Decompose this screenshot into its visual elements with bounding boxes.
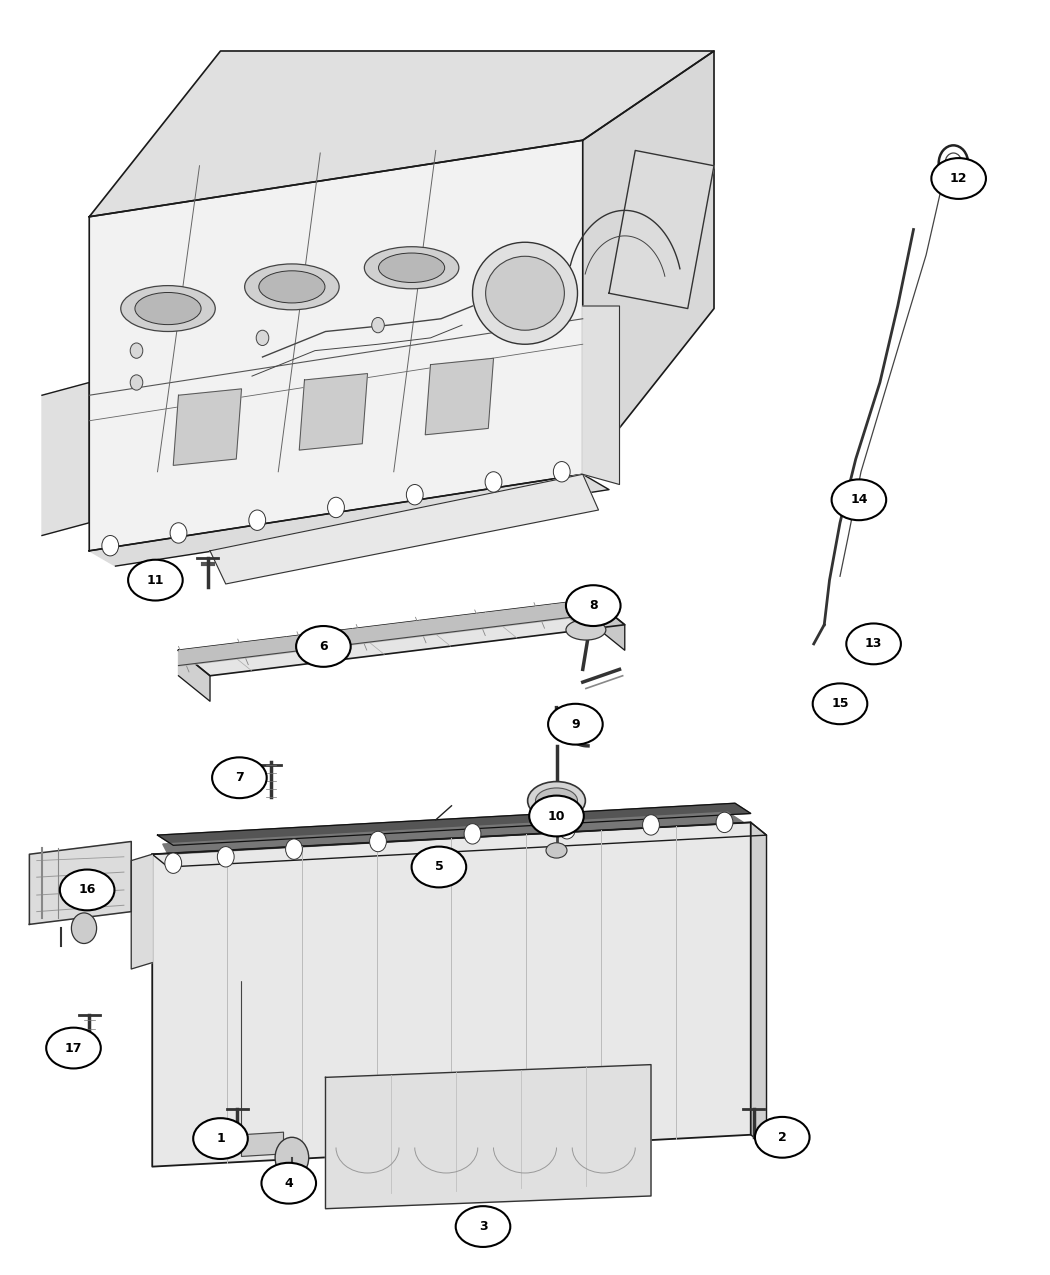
Ellipse shape <box>121 286 215 332</box>
Circle shape <box>716 812 733 833</box>
Ellipse shape <box>456 1206 510 1247</box>
Polygon shape <box>89 51 714 217</box>
Text: 10: 10 <box>548 810 565 822</box>
Polygon shape <box>173 389 242 465</box>
Polygon shape <box>178 599 625 676</box>
Polygon shape <box>210 474 598 584</box>
Circle shape <box>485 472 502 492</box>
Polygon shape <box>583 306 619 484</box>
Polygon shape <box>152 822 751 1167</box>
Circle shape <box>71 913 97 944</box>
Ellipse shape <box>296 626 351 667</box>
Ellipse shape <box>529 796 584 836</box>
Circle shape <box>370 831 386 852</box>
Polygon shape <box>89 474 609 566</box>
Ellipse shape <box>832 479 886 520</box>
Text: 6: 6 <box>319 640 328 653</box>
Text: 9: 9 <box>571 718 580 731</box>
Circle shape <box>372 317 384 333</box>
Text: 13: 13 <box>865 638 882 650</box>
Ellipse shape <box>546 843 567 858</box>
Ellipse shape <box>813 683 867 724</box>
Text: 14: 14 <box>850 493 867 506</box>
Polygon shape <box>609 150 714 309</box>
Polygon shape <box>29 842 131 924</box>
Circle shape <box>130 343 143 358</box>
Text: 8: 8 <box>589 599 597 612</box>
Circle shape <box>464 824 481 844</box>
Ellipse shape <box>259 270 326 303</box>
Polygon shape <box>42 382 89 536</box>
Text: 11: 11 <box>147 574 164 586</box>
Text: 4: 4 <box>285 1177 293 1190</box>
Ellipse shape <box>245 264 339 310</box>
Circle shape <box>130 375 143 390</box>
Polygon shape <box>425 358 493 435</box>
Polygon shape <box>299 374 368 450</box>
Polygon shape <box>242 1132 284 1156</box>
Circle shape <box>406 484 423 505</box>
Text: 15: 15 <box>832 697 848 710</box>
Circle shape <box>643 815 659 835</box>
Ellipse shape <box>364 247 459 289</box>
Text: 5: 5 <box>435 861 443 873</box>
Ellipse shape <box>755 1117 810 1158</box>
Ellipse shape <box>261 1163 316 1204</box>
Polygon shape <box>178 650 210 701</box>
Text: 2: 2 <box>778 1131 786 1144</box>
Ellipse shape <box>931 158 986 199</box>
Text: 1: 1 <box>216 1132 225 1145</box>
Circle shape <box>170 523 187 543</box>
Polygon shape <box>158 803 751 845</box>
Circle shape <box>217 847 234 867</box>
Text: 12: 12 <box>950 172 967 185</box>
Ellipse shape <box>134 292 202 325</box>
Circle shape <box>275 1137 309 1178</box>
Polygon shape <box>131 854 152 969</box>
Circle shape <box>256 330 269 346</box>
Text: 7: 7 <box>235 771 244 784</box>
Circle shape <box>553 462 570 482</box>
Ellipse shape <box>212 757 267 798</box>
Circle shape <box>249 510 266 530</box>
Circle shape <box>165 853 182 873</box>
Polygon shape <box>163 812 743 854</box>
Circle shape <box>286 839 302 859</box>
Ellipse shape <box>846 623 901 664</box>
Ellipse shape <box>193 1118 248 1159</box>
Text: 17: 17 <box>65 1042 82 1054</box>
Circle shape <box>328 497 344 518</box>
Circle shape <box>842 484 855 500</box>
Circle shape <box>102 536 119 556</box>
Ellipse shape <box>46 1028 101 1068</box>
Polygon shape <box>152 822 766 867</box>
Ellipse shape <box>412 847 466 887</box>
Text: 16: 16 <box>79 884 96 896</box>
Ellipse shape <box>566 620 606 640</box>
Polygon shape <box>593 599 625 650</box>
Polygon shape <box>751 822 766 1148</box>
Ellipse shape <box>379 252 445 283</box>
Ellipse shape <box>536 788 578 813</box>
Polygon shape <box>583 51 714 474</box>
Polygon shape <box>326 1065 651 1209</box>
Text: 3: 3 <box>479 1220 487 1233</box>
Ellipse shape <box>566 585 621 626</box>
Ellipse shape <box>485 256 565 330</box>
Polygon shape <box>89 140 583 551</box>
Ellipse shape <box>548 704 603 745</box>
Ellipse shape <box>60 870 114 910</box>
Ellipse shape <box>527 782 586 820</box>
Circle shape <box>559 819 575 839</box>
Ellipse shape <box>128 560 183 601</box>
Ellipse shape <box>472 242 578 344</box>
Ellipse shape <box>570 606 602 618</box>
